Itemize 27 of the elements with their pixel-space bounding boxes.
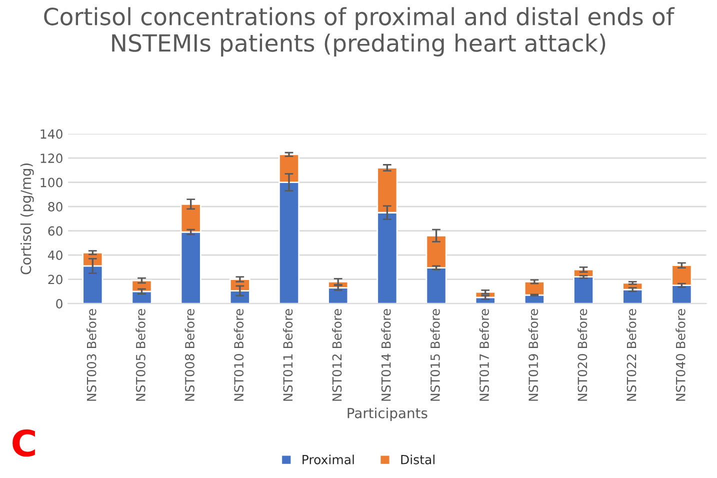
y-axis-title: Cortisol (pg/mg) <box>20 164 34 274</box>
x-axis-title: Participants <box>348 408 428 422</box>
y-tick-label: 100 <box>40 178 62 188</box>
x-tick-label: NST022 Before <box>626 309 636 401</box>
y-tick-label: 40 <box>48 250 62 260</box>
x-tick-label: NST005 Before <box>136 309 146 401</box>
y-tick-label: 140 <box>40 129 62 139</box>
legend-label: Distal <box>401 454 434 464</box>
text: C <box>12 429 35 457</box>
x-tick-label: NST019 Before <box>528 309 538 401</box>
y-tick-label: 80 <box>48 202 62 212</box>
x-tick-label: NST015 Before <box>430 309 440 401</box>
chart-title: Cortisol concentrations of proximal and distal ends of NSTEMIs patients (predating heart attack) <box>44 7 675 56</box>
x-tick-label: NST010 Before <box>234 309 244 401</box>
y-tick-label: 60 <box>48 226 62 236</box>
y-tick-label: 0 <box>56 299 62 308</box>
legend-label: Proximal <box>302 454 354 464</box>
x-tick-label: NST012 Before <box>332 309 342 401</box>
x-tick-label: NST040 Before <box>676 309 686 401</box>
x-tick-label: NST003 Before <box>86 309 96 401</box>
x-tick-label: NST008 Before <box>184 309 194 401</box>
y-tick-label: 20 <box>48 274 62 284</box>
y-tick-label: 120 <box>40 154 62 164</box>
x-tick-label: NST020 Before <box>577 309 588 401</box>
x-tick-label: NST014 Before <box>381 309 391 401</box>
x-tick-label: NST011 Before <box>282 309 293 401</box>
x-tick-label: NST017 Before <box>479 309 489 401</box>
